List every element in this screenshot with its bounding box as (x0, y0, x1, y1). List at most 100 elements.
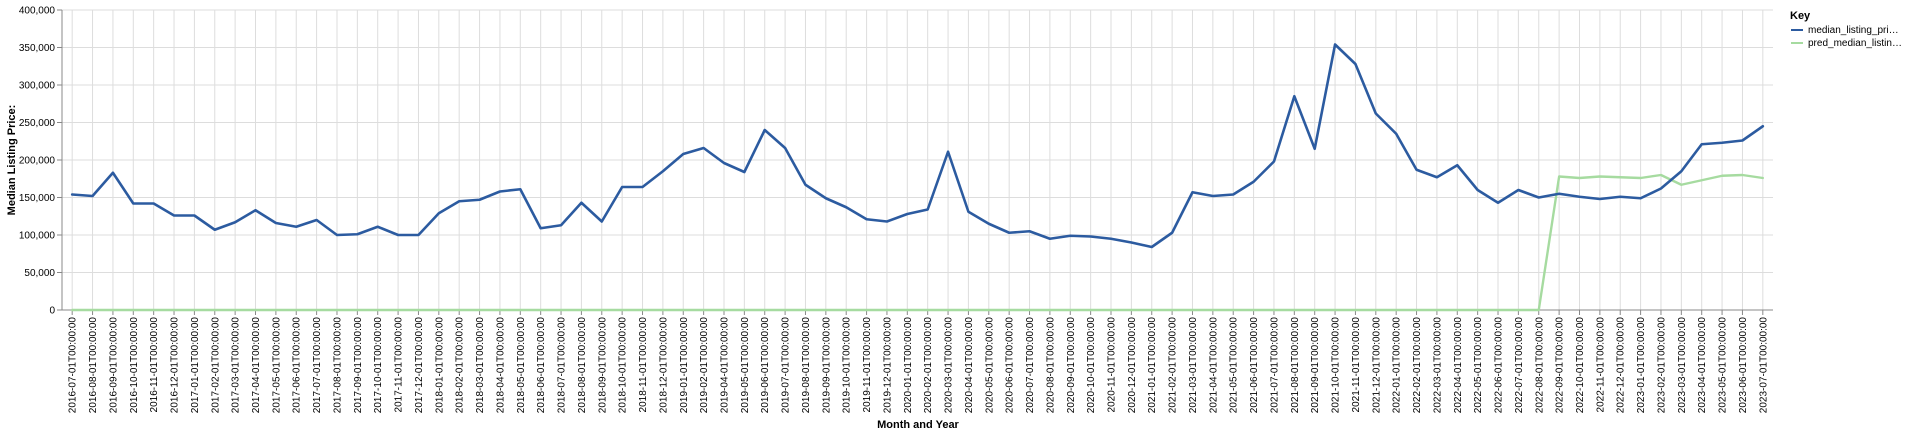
x-axis-title: Month and Year (877, 419, 959, 431)
x-tick-label: 2018-11-01T00:00:00 (638, 317, 649, 413)
x-tick-label: 2020-11-01T00:00:00 (1107, 317, 1118, 413)
x-tick-label: 2020-12-01T00:00:00 (1127, 317, 1138, 414)
x-tick-label: 2019-12-01T00:00:00 (882, 317, 893, 414)
x-tick-label: 2020-06-01T00:00:00 (1005, 317, 1016, 414)
y-tick-label: 300,000 (19, 81, 56, 92)
x-tick-label: 2023-07-01T00:00:00 (1758, 317, 1769, 414)
grid-layer (62, 9, 1773, 311)
x-tick-label: 2023-03-01T00:00:00 (1677, 317, 1688, 414)
x-tick-label: 2021-01-01T00:00:00 (1147, 317, 1158, 414)
y-tick-label: 100,000 (19, 231, 56, 242)
x-tick-label: 2020-03-01T00:00:00 (944, 317, 955, 414)
y-tick-label: 0 (49, 306, 55, 317)
x-tick-label: 2016-07-01T00:00:00 (68, 317, 79, 414)
x-tick-label: 2021-11-01T00:00:00 (1351, 317, 1362, 413)
x-tick-label: 2021-12-01T00:00:00 (1371, 317, 1382, 414)
x-tick-label: 2018-08-01T00:00:00 (577, 317, 588, 414)
legend-label: median_listing_pri… (1808, 25, 1899, 36)
x-tick-label: 2022-05-01T00:00:00 (1473, 317, 1484, 414)
x-tick-label: 2018-04-01T00:00:00 (495, 317, 506, 414)
x-tick-label: 2018-12-01T00:00:00 (658, 317, 669, 414)
x-tick-label: 2016-09-01T00:00:00 (108, 317, 119, 414)
x-tick-label: 2020-08-01T00:00:00 (1045, 317, 1056, 414)
x-tick-label: 2018-05-01T00:00:00 (516, 317, 527, 414)
x-tick-label: 2017-10-01T00:00:00 (373, 317, 384, 414)
x-tick-label: 2022-03-01T00:00:00 (1432, 317, 1443, 414)
x-tick-label: 2019-02-01T00:00:00 (699, 317, 710, 414)
x-tick-label: 2020-04-01T00:00:00 (964, 317, 975, 414)
x-tick-label: 2017-03-01T00:00:00 (231, 317, 242, 414)
x-tick-label: 2017-02-01T00:00:00 (210, 317, 221, 414)
x-tick-label: 2022-07-01T00:00:00 (1514, 317, 1525, 414)
x-tick-label: 2019-07-01T00:00:00 (781, 317, 792, 414)
x-tick-label: 2021-04-01T00:00:00 (1208, 317, 1219, 414)
y-tick-label: 150,000 (19, 193, 56, 204)
x-tick-label: 2017-01-01T00:00:00 (190, 317, 201, 414)
x-tick-label: 2018-03-01T00:00:00 (475, 317, 486, 414)
legend-title: Key (1790, 10, 1811, 22)
x-tick-label: 2019-01-01T00:00:00 (679, 317, 690, 414)
x-tick-label: 2023-01-01T00:00:00 (1636, 317, 1647, 414)
x-tick-label: 2017-11-01T00:00:00 (394, 317, 405, 413)
x-tick-label: 2019-06-01T00:00:00 (760, 317, 771, 414)
x-tick-label: 2016-10-01T00:00:00 (129, 317, 140, 414)
x-tick-label: 2022-04-01T00:00:00 (1453, 317, 1464, 414)
x-tick-label: 2019-10-01T00:00:00 (842, 317, 853, 414)
x-tick-label: 2022-06-01T00:00:00 (1494, 317, 1505, 414)
x-tick-label: 2020-01-01T00:00:00 (903, 317, 914, 414)
x-tick-label: 2021-08-01T00:00:00 (1290, 317, 1301, 414)
x-tick-label: 2016-12-01T00:00:00 (170, 317, 181, 414)
x-tick-label: 2022-09-01T00:00:00 (1555, 317, 1566, 414)
y-tick-label: 250,000 (19, 118, 56, 129)
legend-label: pred_median_listin… (1808, 38, 1902, 49)
x-tick-label: 2023-05-01T00:00:00 (1718, 317, 1729, 414)
x-tick-label: 2023-06-01T00:00:00 (1738, 317, 1749, 414)
x-tick-label: 2020-10-01T00:00:00 (1086, 317, 1097, 414)
x-tick-label: 2017-09-01T00:00:00 (353, 317, 364, 414)
x-tick-label: 2023-02-01T00:00:00 (1656, 317, 1667, 414)
series-line-1 (70, 173, 1765, 312)
x-tick-label: 2022-12-01T00:00:00 (1616, 317, 1627, 414)
x-tick-label: 2019-11-01T00:00:00 (862, 317, 873, 413)
x-tick-label: 2021-02-01T00:00:00 (1168, 317, 1179, 414)
x-tick-label: 2019-09-01T00:00:00 (821, 317, 832, 414)
x-tick-label: 2019-05-01T00:00:00 (740, 317, 751, 414)
x-tick-label: 2018-02-01T00:00:00 (455, 317, 466, 414)
x-tick-label: 2017-04-01T00:00:00 (251, 317, 262, 414)
x-tick-label: 2022-10-01T00:00:00 (1575, 317, 1586, 414)
x-tick-label: 2017-05-01T00:00:00 (271, 317, 282, 414)
x-tick-label: 2017-06-01T00:00:00 (292, 317, 303, 414)
axes-layer (57, 9, 1773, 315)
x-tick-label: 2022-08-01T00:00:00 (1534, 317, 1545, 414)
x-tick-label: 2022-02-01T00:00:00 (1412, 317, 1423, 414)
x-tick-label: 2018-01-01T00:00:00 (434, 317, 445, 414)
labels-layer: 0 50,000 100,000 150,000 200,000 250,000 300,0… (19, 6, 1769, 414)
x-tick-label: 2018-09-01T00:00:00 (597, 317, 608, 414)
x-tick-label: 2020-09-01T00:00:00 (1066, 317, 1077, 414)
x-tick-label: 2018-06-01T00:00:00 (536, 317, 547, 414)
x-tick-label: 2021-05-01T00:00:00 (1229, 317, 1240, 414)
x-tick-label: 2018-10-01T00:00:00 (618, 317, 629, 414)
x-tick-label: 2021-09-01T00:00:00 (1310, 317, 1321, 414)
x-tick-label: 2019-04-01T00:00:00 (719, 317, 730, 414)
y-tick-label: 50,000 (24, 268, 55, 279)
x-tick-label: 2016-11-01T00:00:00 (149, 317, 160, 413)
x-tick-label: 2017-12-01T00:00:00 (414, 317, 425, 414)
legend: Key median_listing_pri… pred_median_listi… (1790, 10, 1902, 49)
x-tick-label: 2020-05-01T00:00:00 (984, 317, 995, 414)
x-tick-label: 2022-11-01T00:00:00 (1595, 317, 1606, 413)
x-tick-label: 2021-06-01T00:00:00 (1249, 317, 1260, 414)
legend-entries: median_listing_pri… pred_median_listin… (1791, 25, 1902, 49)
x-tick-label: 2020-07-01T00:00:00 (1025, 317, 1036, 414)
x-tick-label: 2017-08-01T00:00:00 (332, 317, 343, 414)
x-tick-label: 2016-08-01T00:00:00 (88, 317, 99, 414)
y-tick-label: 350,000 (19, 43, 56, 54)
y-tick-label: 400,000 (19, 6, 56, 17)
x-tick-label: 2021-07-01T00:00:00 (1269, 317, 1280, 414)
series-line-0 (70, 43, 1765, 249)
x-tick-label: 2017-07-01T00:00:00 (312, 317, 323, 414)
x-tick-label: 2022-01-01T00:00:00 (1392, 317, 1403, 414)
x-tick-label: 2020-02-01T00:00:00 (923, 317, 934, 414)
